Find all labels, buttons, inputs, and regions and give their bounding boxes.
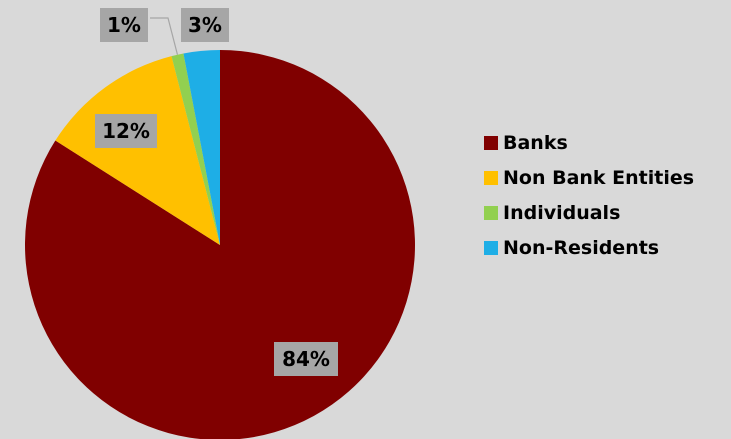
legend-swatch (484, 171, 498, 185)
legend-label: Non Bank Entities (503, 167, 695, 189)
legend-swatch (484, 136, 498, 150)
legend-swatch (484, 241, 498, 255)
pie-slice-non-bank-entities (55, 56, 221, 245)
data-label-box (95, 114, 157, 148)
legend-label: Banks (503, 132, 568, 154)
pie-slice-non-residents (183, 50, 220, 245)
data-label-box (181, 8, 229, 42)
data-label-banks: 84% (274, 342, 338, 376)
legend-item-banks: Banks (484, 132, 694, 154)
data-label-text: 84% (282, 347, 330, 371)
data-label-box (100, 8, 148, 42)
data-label-text: 12% (102, 119, 150, 143)
data-label-text: 3% (188, 13, 222, 37)
pie-slice-banks (25, 50, 415, 439)
data-label-box (274, 342, 338, 376)
legend-label: Individuals (503, 202, 621, 224)
legend-swatch (484, 206, 498, 220)
legend-item-non-residents: Non-Residents (484, 237, 694, 259)
legend: Banks Non Bank Entities Individuals Non-… (484, 132, 694, 259)
data-label-non-bank-entities: 12% (95, 114, 157, 148)
legend-label: Non-Residents (503, 237, 660, 259)
data-label-text: 1% (107, 13, 141, 37)
legend-item-individuals: Individuals (484, 202, 694, 224)
data-label-individuals: 1% (100, 8, 148, 42)
leader-line-individuals (150, 17, 179, 55)
pie-slice-individuals (171, 53, 220, 246)
legend-item-non-bank-entities: Non Bank Entities (484, 167, 694, 189)
data-label-non-residents: 3% (181, 8, 229, 42)
